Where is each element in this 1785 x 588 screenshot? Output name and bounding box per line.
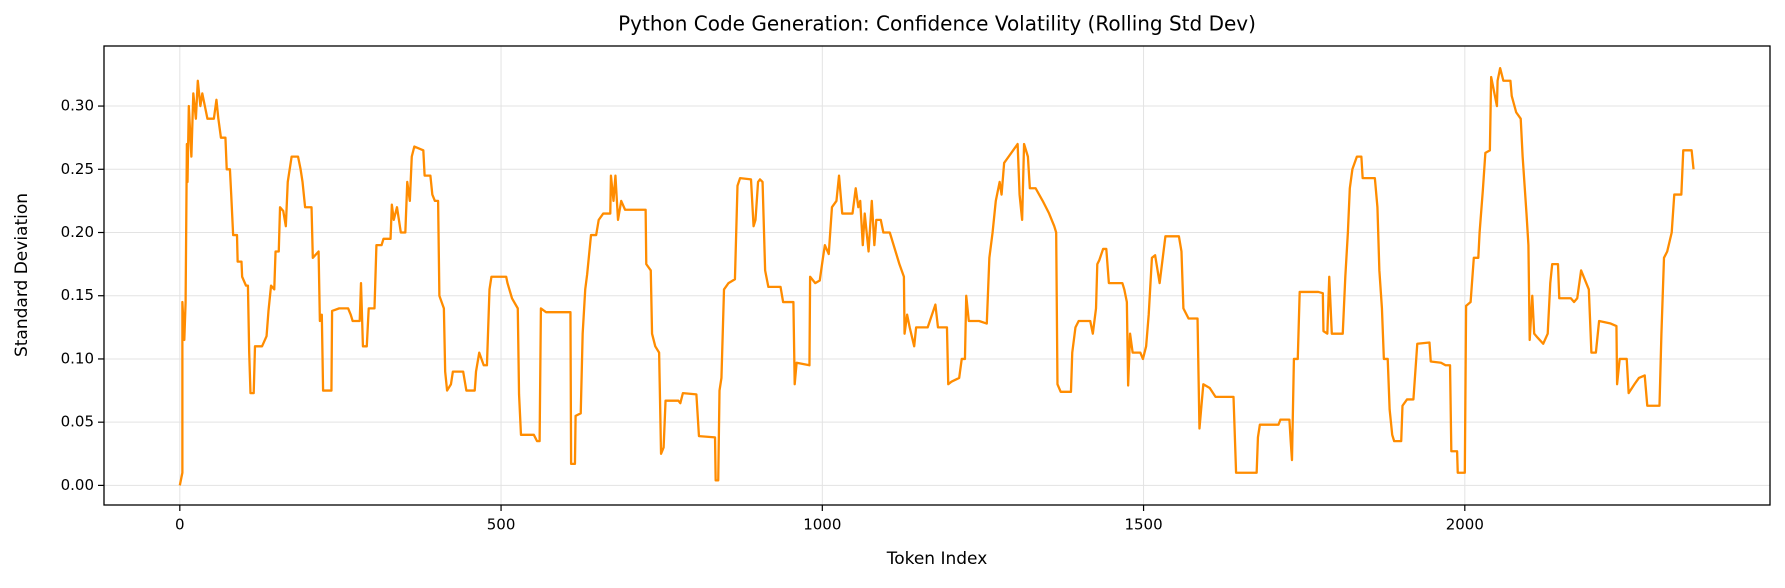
y-tick-label: 0.25 — [61, 160, 94, 178]
y-tick-label: 0.15 — [61, 286, 94, 304]
x-tick-label: 1000 — [803, 516, 841, 534]
plot-layer — [178, 66, 1695, 486]
y-tick-label: 0.00 — [61, 476, 94, 494]
y-tick-label: 0.10 — [61, 349, 94, 367]
y-axis-label: Standard Deviation — [12, 193, 32, 357]
plot-frame — [103, 45, 1771, 506]
grid-layer — [104, 46, 1770, 505]
y-tick-label: 0.05 — [61, 413, 94, 431]
chart-title: Python Code Generation: Confidence Volat… — [618, 12, 1256, 36]
x-tick-label: 0 — [175, 516, 185, 534]
y-tick-label: 0.30 — [61, 97, 94, 115]
x-tick-label: 2000 — [1446, 516, 1484, 534]
x-tick-label: 500 — [487, 516, 516, 534]
y-tick-label: 0.20 — [61, 223, 94, 241]
x-axis-label: Token Index — [886, 549, 988, 569]
x-tick-label: 1500 — [1124, 516, 1162, 534]
data-line — [178, 66, 1695, 486]
